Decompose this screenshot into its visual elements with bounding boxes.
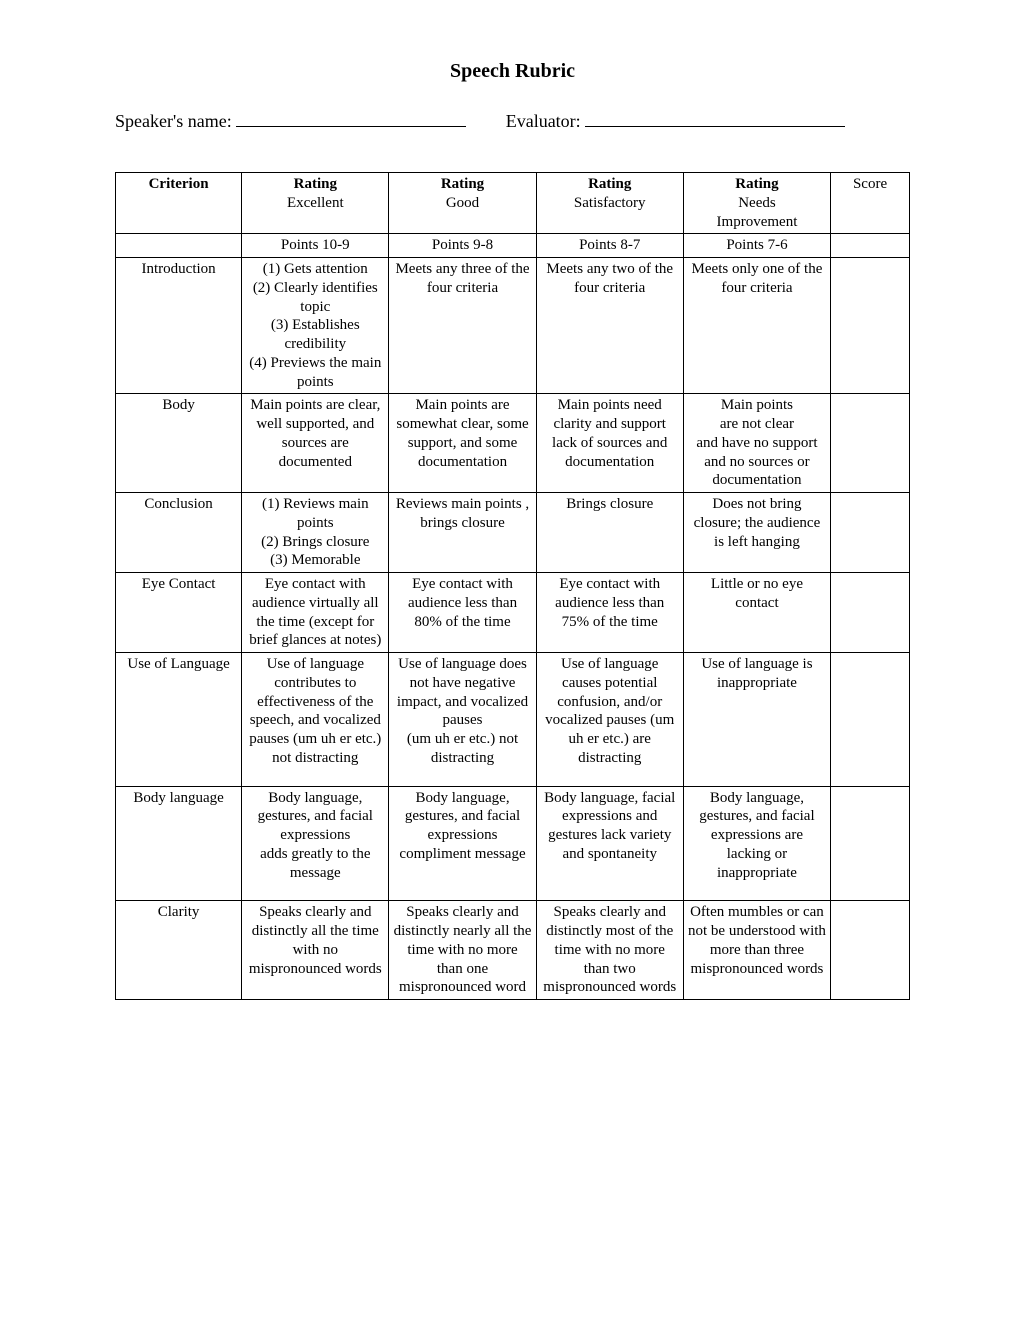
cell-score[interactable] xyxy=(831,573,910,653)
speaker-field: Speaker's name: xyxy=(115,111,466,132)
evaluator-input-line[interactable] xyxy=(585,126,845,127)
cell-good: Body language, gestures, and facial expr… xyxy=(389,786,536,901)
rubric-body: Introduction(1) Gets attention(2) Clearl… xyxy=(116,258,910,1000)
cell-good: Reviews main points , brings closure xyxy=(389,493,536,573)
cell-criterion: Introduction xyxy=(116,258,242,394)
cell-good: Main points are somewhat clear, some sup… xyxy=(389,394,536,493)
evaluator-label: Evaluator: xyxy=(506,111,581,132)
cell-score[interactable] xyxy=(831,258,910,394)
cell-needs-improvement: Often mumbles or can not be understood w… xyxy=(683,901,830,1000)
cell-good: Speaks clearly and distinctly nearly all… xyxy=(389,901,536,1000)
cell-criterion: Body language xyxy=(116,786,242,901)
cell-needs-improvement: Little or no eye contact xyxy=(683,573,830,653)
table-row: ClaritySpeaks clearly and distinctly all… xyxy=(116,901,910,1000)
table-row: Conclusion(1) Reviews main points(2) Bri… xyxy=(116,493,910,573)
header-criterion: Criterion xyxy=(116,173,242,234)
cell-satisfactory: Speaks clearly and distinctly most of th… xyxy=(536,901,683,1000)
table-row: Body languageBody language, gestures, an… xyxy=(116,786,910,901)
cell-satisfactory: Use of language causes potential confusi… xyxy=(536,653,683,787)
cell-excellent: Speaks clearly and distinctly all the ti… xyxy=(242,901,389,1000)
table-header-row: Criterion RatingExcellent RatingGood Rat… xyxy=(116,173,910,234)
cell-score[interactable] xyxy=(831,394,910,493)
speaker-input-line[interactable] xyxy=(236,126,466,127)
cell-good: Eye contact with audience less than 80% … xyxy=(389,573,536,653)
cell-excellent: (1) Reviews main points(2) Brings closur… xyxy=(242,493,389,573)
header-needs-improvement: RatingNeedsImprovement xyxy=(683,173,830,234)
cell-excellent: Use of language contributes to effective… xyxy=(242,653,389,787)
points-good: Points 9-8 xyxy=(389,234,536,258)
header-excellent: RatingExcellent xyxy=(242,173,389,234)
points-score-empty xyxy=(831,234,910,258)
cell-satisfactory: Eye contact with audience less than 75% … xyxy=(536,573,683,653)
table-row: Eye ContactEye contact with audience vir… xyxy=(116,573,910,653)
header-good: RatingGood xyxy=(389,173,536,234)
rubric-table: Criterion RatingExcellent RatingGood Rat… xyxy=(115,172,910,1000)
cell-needs-improvement: Meets only one of the four criteria xyxy=(683,258,830,394)
cell-needs-improvement: Body language, gestures, and facial expr… xyxy=(683,786,830,901)
cell-good: Meets any three of the four criteria xyxy=(389,258,536,394)
points-satisfactory: Points 8-7 xyxy=(536,234,683,258)
cell-excellent: Main points are clear,well supported, an… xyxy=(242,394,389,493)
cell-needs-improvement: Does not bring closure; the audience is … xyxy=(683,493,830,573)
cell-satisfactory: Body language, facial expressions and ge… xyxy=(536,786,683,901)
cell-criterion: Eye Contact xyxy=(116,573,242,653)
header-score: Score xyxy=(831,173,910,234)
cell-criterion: Use of Language xyxy=(116,653,242,787)
cell-excellent: (1) Gets attention(2) Clearly identifies… xyxy=(242,258,389,394)
points-needs-improvement: Points 7-6 xyxy=(683,234,830,258)
cell-excellent: Body language, gestures, and facial expr… xyxy=(242,786,389,901)
header-satisfactory: RatingSatisfactory xyxy=(536,173,683,234)
cell-needs-improvement: Use of language is inappropriate xyxy=(683,653,830,787)
cell-criterion: Clarity xyxy=(116,901,242,1000)
cell-score[interactable] xyxy=(831,901,910,1000)
page-title: Speech Rubric xyxy=(115,60,910,83)
table-points-row: Points 10-9 Points 9-8 Points 8-7 Points… xyxy=(116,234,910,258)
cell-satisfactory: Brings closure xyxy=(536,493,683,573)
table-row: BodyMain points are clear,well supported… xyxy=(116,394,910,493)
cell-criterion: Conclusion xyxy=(116,493,242,573)
form-fields-row: Speaker's name: Evaluator: xyxy=(115,111,910,132)
cell-criterion: Body xyxy=(116,394,242,493)
cell-satisfactory: Main points need clarity and support lac… xyxy=(536,394,683,493)
table-row: Use of LanguageUse of language contribut… xyxy=(116,653,910,787)
cell-good: Use of language does not have negative i… xyxy=(389,653,536,787)
cell-score[interactable] xyxy=(831,786,910,901)
cell-satisfactory: Meets any two of the four criteria xyxy=(536,258,683,394)
points-excellent: Points 10-9 xyxy=(242,234,389,258)
speaker-label: Speaker's name: xyxy=(115,111,232,132)
cell-score[interactable] xyxy=(831,653,910,787)
points-empty xyxy=(116,234,242,258)
table-row: Introduction(1) Gets attention(2) Clearl… xyxy=(116,258,910,394)
cell-score[interactable] xyxy=(831,493,910,573)
cell-excellent: Eye contact with audience virtually all … xyxy=(242,573,389,653)
cell-needs-improvement: Main pointsare not clearand have no supp… xyxy=(683,394,830,493)
evaluator-field: Evaluator: xyxy=(506,111,845,132)
